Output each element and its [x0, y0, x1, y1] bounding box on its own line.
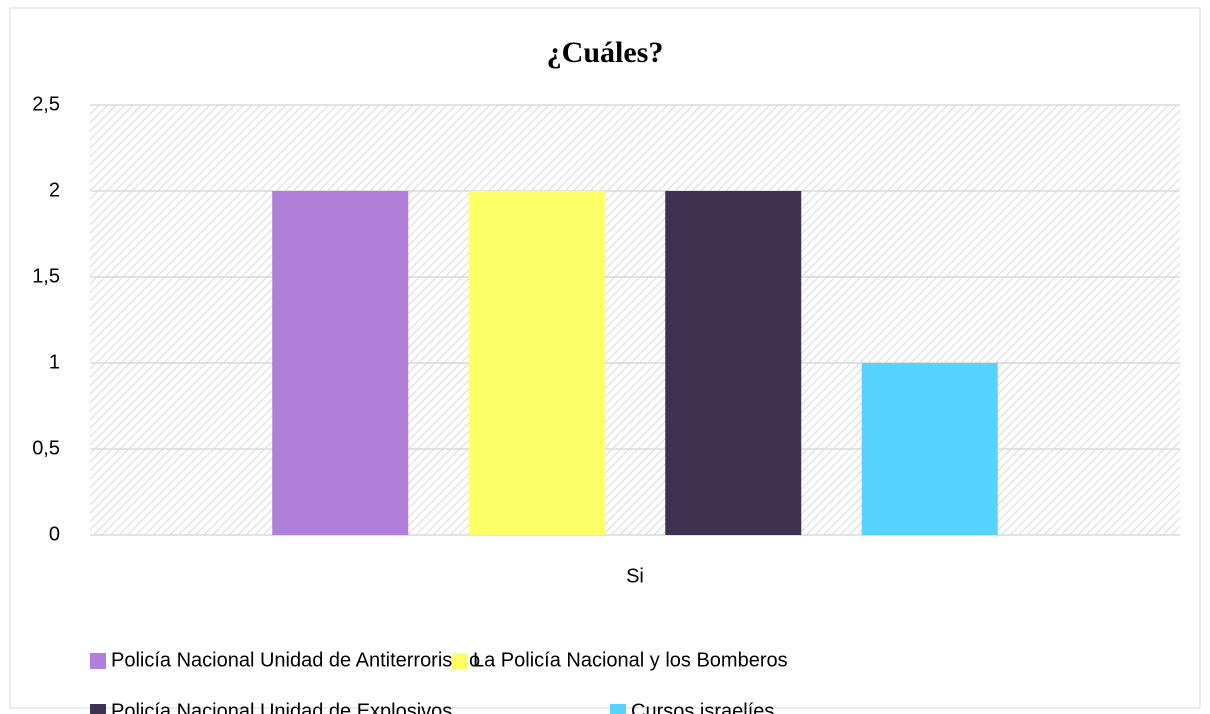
legend-label: Policía Nacional Unidad de Antiterrorism…	[111, 649, 480, 671]
bar	[861, 363, 998, 535]
y-tick-label: 1	[49, 351, 60, 373]
bar	[272, 191, 409, 535]
legend-label: La Policía Nacional y los Bomberos	[473, 649, 788, 671]
legend-label: Cursos israelíes	[631, 700, 774, 714]
bar	[665, 191, 802, 535]
legend-swatch	[90, 653, 106, 669]
y-tick-label: 2,5	[32, 93, 60, 115]
y-tick-label: 0,5	[32, 437, 60, 459]
legend-swatch	[90, 704, 106, 714]
chart-title: ¿Cuáles?	[547, 36, 664, 69]
y-tick-label: 1,5	[32, 265, 60, 287]
legend-swatch	[610, 704, 626, 714]
plot-area	[90, 105, 1180, 535]
x-tick-label: Si	[626, 565, 644, 587]
legend-swatch	[452, 653, 468, 669]
bar	[468, 191, 605, 535]
y-tick-label: 2	[49, 179, 60, 201]
y-tick-label: 0	[49, 523, 60, 545]
legend-label: Policía Nacional Unidad de Explosivos	[111, 700, 452, 714]
